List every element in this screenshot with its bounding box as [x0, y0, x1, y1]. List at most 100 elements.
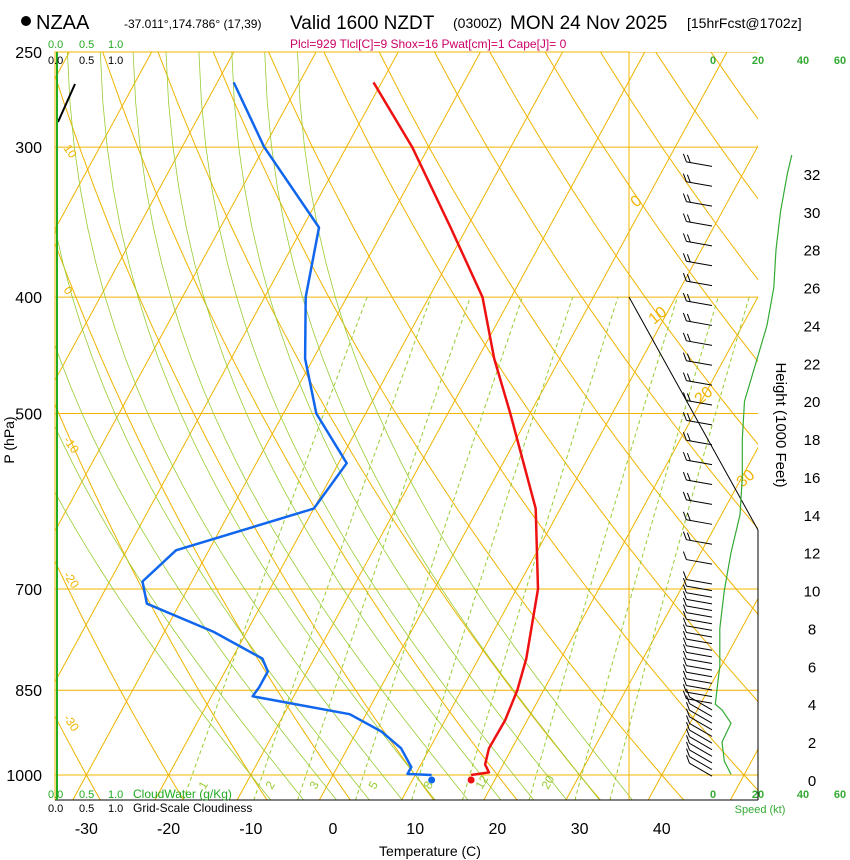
mixing-ratio-label: 2: [262, 778, 278, 791]
chart-grid: [55, 52, 758, 800]
wind-barb-icon: [686, 559, 713, 565]
surface-dewpoint-dot: [428, 776, 436, 784]
isotherm-line: [318, 52, 728, 800]
wind-speed-tick-label: 40: [797, 55, 809, 67]
dry-adiabat-line: [55, 715, 101, 800]
wind-barb-icon: [686, 691, 713, 698]
wind-barb-flag-icon: [682, 173, 687, 182]
pressure-tick-label: 250: [15, 45, 42, 62]
dry-adiabat-line: [268, 52, 758, 791]
wind-barb-flag-icon: [682, 690, 687, 699]
wind-barb-flag-icon: [682, 670, 687, 680]
wind-panel: [682, 153, 793, 777]
wind-barb-flag-icon: [682, 153, 687, 163]
mixing-ratio-label: 20: [538, 773, 557, 792]
wind-barb-flag-icon: [686, 234, 691, 243]
wind-barb-icon: [686, 698, 713, 704]
wind-barb-flag-icon: [682, 571, 687, 580]
wind-barb-flag-icon: [686, 735, 690, 744]
isotherm-line: [565, 446, 758, 800]
moist-adiabat-line: [198, 52, 535, 800]
wind-barb-flag-icon: [682, 233, 687, 242]
wind-speed-tick-label: 0: [710, 789, 716, 801]
wind-barb-icon: [686, 671, 713, 678]
pressure-tick-label: 500: [15, 407, 42, 424]
wind-barb-flag-icon: [682, 392, 687, 401]
moist-adiabat-line: [55, 226, 370, 800]
temperature-tick-label: -30: [75, 821, 98, 838]
wind-barb-flag-icon: [682, 372, 687, 381]
moist-adiabat-line: [165, 52, 502, 800]
wind-barb-flag-icon: [682, 617, 687, 627]
isotherm-line: [236, 52, 646, 800]
cl-scale-top-05: 0.5: [79, 55, 94, 67]
height-tick-label: 28: [804, 243, 821, 260]
wind-barb-flag-icon: [682, 471, 687, 481]
wind-barb-flag-icon: [682, 683, 687, 693]
cl-scale-bot-05: 0.5: [79, 803, 94, 815]
wind-speed-tick-label: 60: [834, 55, 846, 67]
wind-speed-title: Speed (kt): [735, 804, 786, 816]
wind-barb-flag-icon: [682, 584, 687, 593]
wind-barb-icon: [686, 625, 713, 631]
mixing-ratio-line: [411, 296, 574, 800]
y-axis-title: P (hPa): [1, 416, 17, 463]
wind-barb-flag-icon: [682, 253, 687, 262]
isotherm-line: [729, 748, 758, 800]
wind-barb-icon: [689, 716, 713, 731]
cw-scale-top-0: 0.0: [48, 39, 63, 51]
wind-barb-flag-icon: [682, 272, 687, 282]
wind-barb-flag-icon: [686, 154, 691, 164]
wind-barb-icon: [686, 578, 713, 585]
pressure-tick-label: 850: [15, 683, 42, 700]
moist-adiabat-line: [55, 343, 337, 800]
wind-barb-flag-icon: [686, 433, 691, 442]
temperature-tick-label: 10: [406, 821, 424, 838]
dry-adiabat-line: [489, 52, 758, 446]
mixing-ratio-line: [355, 296, 523, 800]
isotherm-label: -10: [61, 434, 83, 457]
isotherm-label: 0: [61, 284, 76, 298]
mixing-ratio-label: 12: [472, 773, 491, 792]
mixing-ratio-line: [461, 296, 619, 800]
wind-barb-flag-icon: [682, 611, 687, 620]
wind-barb-flag-icon: [682, 650, 687, 660]
isotherm-line: [647, 597, 758, 800]
height-tick-label: 20: [804, 394, 821, 411]
temperature-tick-label: -10: [239, 821, 262, 838]
wind-barb-icon: [689, 742, 713, 757]
mixing-ratio-line: [297, 296, 471, 800]
dry-adiabat-line: [55, 241, 352, 800]
wind-barb-flag-icon: [682, 213, 687, 222]
wind-barb-flag-icon: [682, 604, 687, 613]
wind-barb-flag-icon: [682, 677, 687, 686]
wind-barb-icon: [686, 612, 713, 618]
wind-barb-flag-icon: [686, 728, 690, 737]
height-tick-label: 26: [804, 281, 821, 298]
isotherm-line: [401, 144, 758, 800]
cl-scale-top-0: 0.0: [48, 55, 63, 67]
height-tick-label: 10: [804, 584, 821, 601]
cw-scale-bot-0: 0.0: [48, 789, 63, 801]
wind-barb-icon: [689, 729, 713, 744]
wind-barb-flag-icon: [682, 193, 687, 202]
temperature-tick-label: 30: [571, 821, 589, 838]
pressure-tick-label: 1000: [6, 768, 42, 785]
dry-adiabat-line: [599, 52, 758, 281]
plot-frame-diagonal: [628, 296, 759, 531]
wind-barb-flag-icon: [682, 597, 687, 607]
dewpoint-line: [141, 81, 432, 777]
wind-barb-flag-icon: [686, 353, 691, 362]
wind-barb-flag-icon: [686, 715, 690, 724]
wind-barb-flag-icon: [682, 531, 687, 540]
temperature-line: [372, 81, 540, 777]
wind-barb-flag-icon: [686, 741, 690, 751]
valid-date: MON 24 Nov 2025: [510, 13, 667, 34]
temperature-tick-label: -20: [157, 821, 180, 838]
station-id: NZAA: [36, 12, 90, 34]
moist-adiabat-line: [55, 491, 272, 800]
station-coords: -37.011°,174.786° (17,39): [124, 17, 261, 31]
wind-barb-flag-icon: [682, 624, 687, 633]
wind-barb-flag-icon: [682, 664, 687, 673]
